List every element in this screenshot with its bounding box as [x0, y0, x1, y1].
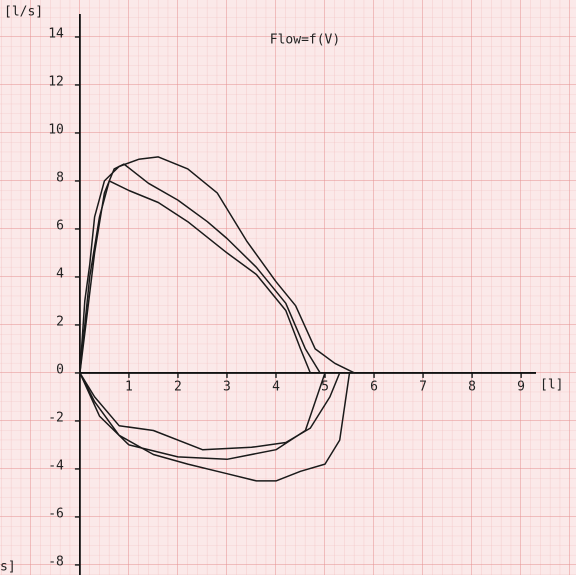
x-tick-label: 7 — [419, 379, 427, 394]
y-tick-label: -8 — [48, 554, 64, 569]
x-tick-label: 4 — [272, 379, 280, 394]
flow-volume-curve — [79, 372, 326, 461]
y-tick-label: 2 — [56, 314, 64, 329]
x-tick-label: 1 — [125, 379, 133, 394]
flow-volume-curve — [79, 180, 311, 374]
y-tick-label: 12 — [48, 74, 64, 89]
y-tick-label: 10 — [48, 122, 64, 137]
y-tick-label: 8 — [56, 170, 64, 185]
y-tick-label: 14 — [48, 26, 64, 41]
flow-volume-curve — [79, 156, 355, 374]
y-axis-label: [l/s] — [4, 5, 43, 20]
y-tick-label: 4 — [56, 266, 64, 281]
y-tick-label: -4 — [48, 458, 64, 473]
annotation: s] — [0, 560, 16, 575]
y-tick-label: -2 — [48, 410, 64, 425]
flow-volume-curve — [79, 372, 341, 451]
y-tick-label: -6 — [48, 506, 64, 521]
x-tick-label: 5 — [321, 379, 329, 394]
x-tick-label: 9 — [517, 379, 525, 394]
x-tick-label: 8 — [468, 379, 476, 394]
x-axis-label: [l] — [540, 378, 563, 393]
flow-volume-curve — [79, 372, 351, 482]
x-tick-label: 6 — [370, 379, 378, 394]
x-tick-label: 2 — [174, 379, 182, 394]
y-tick-label: 6 — [56, 218, 64, 233]
x-tick-label: 3 — [223, 379, 231, 394]
flow-volume-curve — [79, 163, 321, 374]
y-tick-label: 0 — [56, 362, 64, 377]
chart-title: Flow=f(V) — [270, 33, 340, 48]
